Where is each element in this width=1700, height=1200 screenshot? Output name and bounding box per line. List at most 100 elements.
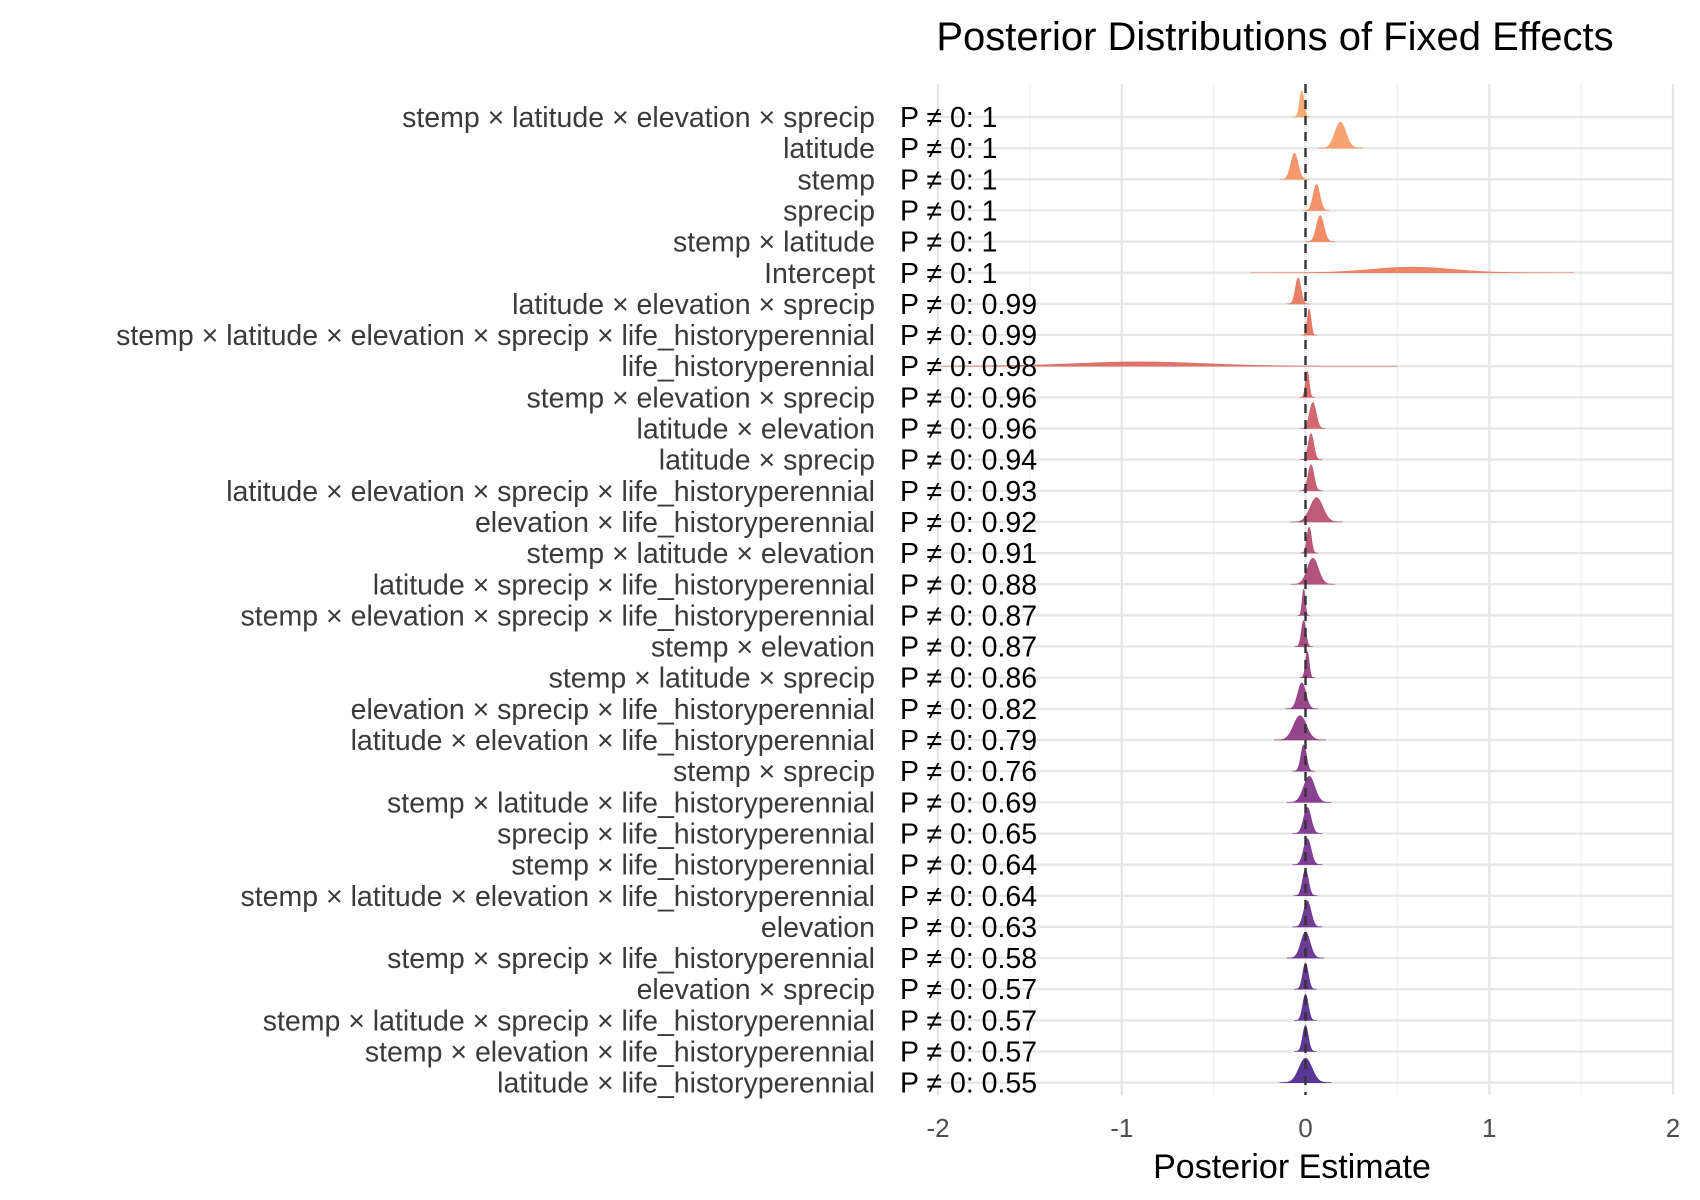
term-label: stemp × sprecip × life_historyperennial (387, 943, 875, 975)
posterior-ridge (1279, 152, 1310, 180)
term-label: latitude × life_historyperennial (497, 1068, 875, 1100)
posterior-ridge (1294, 962, 1317, 990)
probability-label: P ≠ 0: 0.94 (900, 445, 1037, 477)
probability-label: P ≠ 0: 0.82 (900, 694, 1037, 726)
term-label: elevation (761, 912, 875, 944)
posterior-ridge (1294, 994, 1317, 1021)
term-label: elevation × life_historyperennial (475, 507, 875, 539)
probability-label: P ≠ 0: 0.79 (900, 725, 1037, 757)
posterior-ridge (1300, 526, 1319, 554)
posterior-ridge (1273, 715, 1327, 741)
term-label: latitude × elevation × sprecip (512, 289, 875, 321)
x-tick-label: 1 (1482, 1113, 1496, 1143)
posterior-ridge (1286, 277, 1310, 305)
probability-label: P ≠ 0: 0.57 (900, 1005, 1037, 1037)
term-label: stemp × latitude × sprecip (549, 663, 875, 695)
probability-label: P ≠ 0: 0.98 (900, 351, 1037, 383)
x-tick-label: 0 (1298, 1113, 1312, 1143)
term-label: life_historyperennial (622, 351, 875, 383)
term-label: stemp × latitude × life_historyperennial (387, 787, 875, 819)
posterior-ridge (1305, 215, 1336, 242)
probability-label: P ≠ 0: 1 (900, 164, 998, 196)
posterior-ridge (1297, 588, 1310, 616)
posterior-ridge (1303, 184, 1331, 211)
posterior-ridge (1290, 497, 1343, 523)
x-axis-label: Posterior Estimate (1153, 1148, 1431, 1186)
term-label: stemp (797, 164, 875, 196)
probability-label: P ≠ 0: 0.57 (900, 974, 1037, 1006)
probability-label: P ≠ 0: 0.63 (900, 912, 1037, 944)
posterior-ridge (1318, 121, 1363, 149)
term-label: stemp × elevation × sprecip × life_histo… (241, 600, 876, 632)
label-layer: stemp × latitude × elevation × sprecip P … (116, 102, 1037, 1100)
x-axis-ticks: -2 -1 0 1 2 (926, 1113, 1680, 1143)
probability-label: P ≠ 0: 0.96 (900, 382, 1037, 414)
probability-label: P ≠ 0: 0.69 (900, 787, 1037, 819)
probability-label: P ≠ 0: 0.99 (900, 320, 1037, 352)
probability-label: P ≠ 0: 0.64 (900, 850, 1037, 882)
posterior-ridge (1294, 1025, 1317, 1052)
posterior-ridge (1279, 1057, 1332, 1083)
probability-label: P ≠ 0: 1 (900, 102, 998, 134)
posterior-ridge (1299, 370, 1315, 398)
posterior-ridge (1298, 464, 1324, 492)
probability-label: P ≠ 0: 0.91 (900, 538, 1037, 570)
probability-label: P ≠ 0: 0.57 (900, 1037, 1037, 1069)
posterior-ridge (1292, 900, 1323, 928)
ridge-layer (937, 90, 1574, 1083)
probability-label: P ≠ 0: 0.65 (900, 818, 1037, 850)
term-label: latitude × elevation × life_historyperen… (351, 725, 875, 757)
posterior-ridge (1286, 775, 1332, 803)
term-label: stemp × latitude × sprecip × life_histor… (263, 1005, 875, 1037)
probability-label: P ≠ 0: 1 (900, 258, 998, 290)
posterior-ridge (1292, 90, 1311, 118)
term-label: stemp × life_historyperennial (511, 850, 875, 882)
term-label: latitude × sprecip × life_historyperenni… (373, 569, 875, 601)
term-label: latitude (783, 133, 875, 165)
x-tick-label: 2 (1666, 1113, 1680, 1143)
probability-label: P ≠ 0: 1 (900, 227, 998, 259)
term-label: stemp × latitude (673, 227, 875, 259)
term-label: stemp × sprecip (673, 756, 875, 788)
probability-label: P ≠ 0: 0.87 (900, 600, 1037, 632)
probability-label: P ≠ 0: 0.64 (900, 881, 1037, 913)
probability-label: P ≠ 0: 1 (900, 195, 998, 227)
posterior-ridge (1250, 266, 1574, 274)
term-label: latitude × sprecip (659, 445, 875, 477)
term-label: stemp × elevation × sprecip (526, 382, 875, 414)
probability-label: P ≠ 0: 0.99 (900, 289, 1037, 321)
x-tick-label: -2 (926, 1113, 949, 1143)
probability-label: P ≠ 0: 0.87 (900, 632, 1037, 664)
term-label: stemp × latitude × elevation × life_hist… (240, 881, 875, 913)
posterior-ridge (1299, 651, 1315, 678)
posterior-ridge (1299, 433, 1323, 460)
term-label: Intercept (764, 258, 875, 290)
probability-label: P ≠ 0: 0.76 (900, 756, 1037, 788)
term-label: elevation × sprecip (637, 974, 875, 1006)
term-label: latitude × elevation × sprecip × life_hi… (226, 476, 875, 508)
posterior-ridge (1290, 557, 1336, 585)
posterior-ridge (1294, 620, 1313, 647)
posterior-ridge (1292, 744, 1315, 772)
probability-label: P ≠ 0: 0.93 (900, 476, 1037, 508)
term-label: latitude × elevation (637, 414, 875, 446)
term-label: sprecip (783, 195, 875, 227)
posterior-ridge (1285, 682, 1319, 710)
probability-label: P ≠ 0: 0.96 (900, 414, 1037, 446)
probability-label: P ≠ 0: 0.58 (900, 943, 1037, 975)
term-label: stemp × latitude × elevation (526, 538, 875, 570)
probability-label: P ≠ 0: 0.86 (900, 663, 1037, 695)
posterior-ridge (1301, 308, 1317, 336)
posterior-ridge (1292, 838, 1323, 865)
posterior-ridge (1299, 402, 1327, 429)
term-label: stemp × elevation (651, 632, 875, 664)
probability-label: P ≠ 0: 0.88 (900, 569, 1037, 601)
x-tick-label: -1 (1110, 1113, 1133, 1143)
probability-label: P ≠ 0: 0.92 (900, 507, 1037, 539)
posterior-ridge (937, 361, 1398, 367)
chart-title: Posterior Distributions of Fixed Effects (936, 15, 1613, 59)
term-label: stemp × latitude × elevation × sprecip ×… (116, 320, 875, 352)
term-label: sprecip × life_historyperennial (497, 818, 875, 850)
probability-label: P ≠ 0: 0.55 (900, 1068, 1037, 1100)
